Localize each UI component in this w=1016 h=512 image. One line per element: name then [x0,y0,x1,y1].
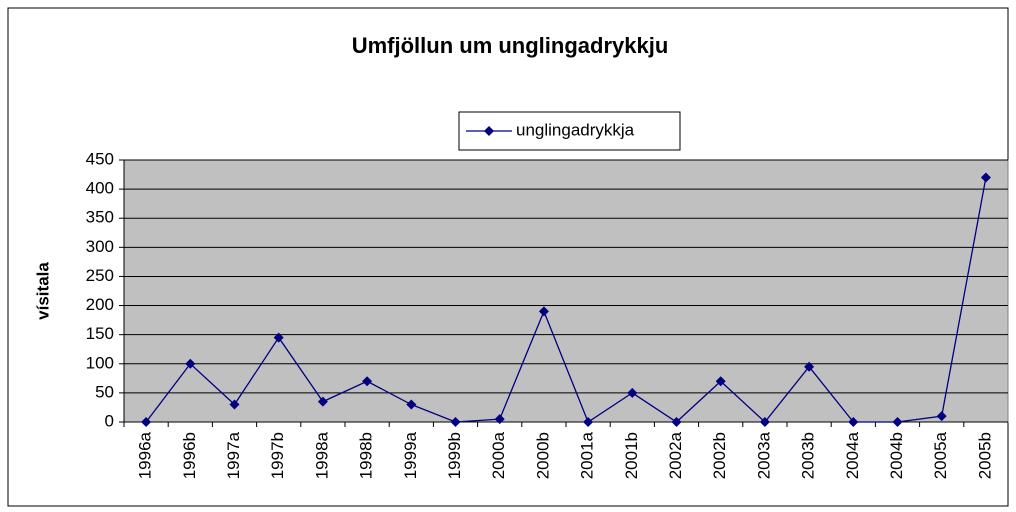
y-tick-label: 100 [86,353,114,372]
point-marker [141,417,152,427]
y-axis-label: vísitala [33,262,52,320]
x-tick-label: 2000a [489,431,508,479]
plot-area [123,159,1009,423]
x-tick-label: 2000b [533,432,552,479]
point-marker [185,358,196,369]
x-tick-label: 2002b [710,432,729,479]
x-tick-label: 2003b [799,432,818,479]
series-line [145,177,987,423]
point-marker [627,387,638,398]
y-tick-label: 450 [86,149,114,168]
y-tick-label: 400 [86,179,114,198]
x-tick-label: 1999b [445,432,464,479]
x-tick-label: 1997a [224,431,243,479]
point-marker [317,396,328,407]
point-marker [715,376,726,387]
x-tick-label: 2001b [622,432,641,479]
chart-title: Umfjöllun um unglingadrykkju [352,33,669,58]
point-marker [671,417,682,427]
x-tick-label: 1999a [401,431,420,479]
point-marker [583,417,594,427]
point-marker [848,417,859,427]
point-marker [273,332,284,343]
x-tick-label: 1996b [180,432,199,479]
x-tick-label: 1998a [312,431,331,479]
legend-label: unglingadrykkja [516,120,635,139]
y-tick-label: 200 [86,295,114,314]
x-tick-label: 1996a [136,431,155,479]
y-tick-label: 0 [105,411,114,430]
y-tick-label: 150 [86,324,114,343]
point-marker [759,417,770,427]
x-tick-label: 2005a [931,431,950,479]
x-tick-label: 1997b [268,432,287,479]
point-marker [892,417,903,427]
point-marker [406,399,417,410]
point-marker [450,417,461,427]
point-marker [362,376,373,387]
x-tick-label: 2005b [975,432,994,479]
y-tick-label: 250 [86,266,114,285]
x-tick-label: 2004b [887,432,906,479]
point-marker [538,306,549,317]
point-marker [980,172,991,183]
x-tick-label: 2002a [666,431,685,479]
point-marker [494,414,505,425]
y-tick-label: 50 [95,382,114,401]
x-tick-label: 1998b [357,432,376,479]
y-tick-label: 350 [86,208,114,227]
x-tick-label: 2001a [578,431,597,479]
point-marker [229,399,240,410]
y-tick-label: 300 [86,237,114,256]
x-tick-label: 2003a [754,431,773,479]
legend-marker [484,126,494,136]
point-marker [936,411,947,422]
x-tick-label: 2004a [843,431,862,479]
point-marker [804,361,815,372]
